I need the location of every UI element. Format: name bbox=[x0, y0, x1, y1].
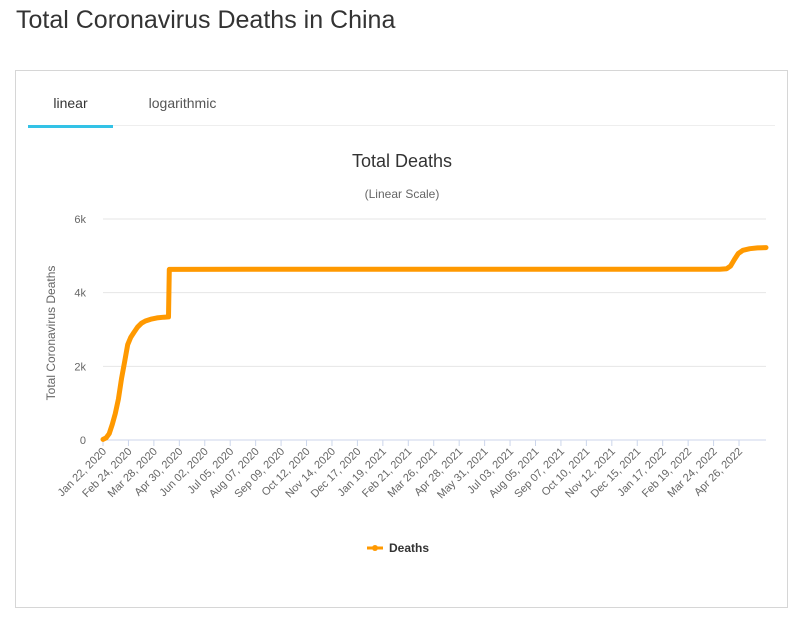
chart-subtitle: (Linear Scale) bbox=[365, 187, 440, 201]
y-tick-label: 6k bbox=[74, 214, 86, 226]
y-axis-ticks: 0 2k 4k 6k bbox=[74, 214, 86, 447]
grid-lines bbox=[103, 218, 766, 441]
legend-deaths-marker bbox=[372, 545, 378, 551]
deaths-chart: Total Deaths (Linear Scale) Total Corona… bbox=[44, 151, 769, 555]
y-axis-title: Total Coronavirus Deaths bbox=[44, 266, 58, 401]
page-title: Total Coronavirus Deaths in China bbox=[16, 6, 396, 34]
active-tab-indicator bbox=[28, 125, 113, 128]
y-tick-label: 4k bbox=[74, 288, 86, 300]
y-tick-label: 2k bbox=[74, 361, 86, 373]
series-deaths-line[interactable] bbox=[100, 245, 769, 442]
legend-deaths-label: Deaths bbox=[389, 541, 429, 555]
y-tick-label: 0 bbox=[80, 435, 86, 447]
tab-logarithmic[interactable]: logarithmic bbox=[148, 95, 217, 111]
chart-panel: linear logarithmic Total Deaths (Linear … bbox=[15, 70, 788, 608]
tab-linear[interactable]: linear bbox=[53, 95, 88, 111]
scale-tabs: linear logarithmic bbox=[28, 71, 775, 126]
legend[interactable]: Deaths bbox=[367, 541, 429, 555]
chart-title: Total Deaths bbox=[352, 151, 452, 171]
series-layer bbox=[100, 245, 769, 442]
